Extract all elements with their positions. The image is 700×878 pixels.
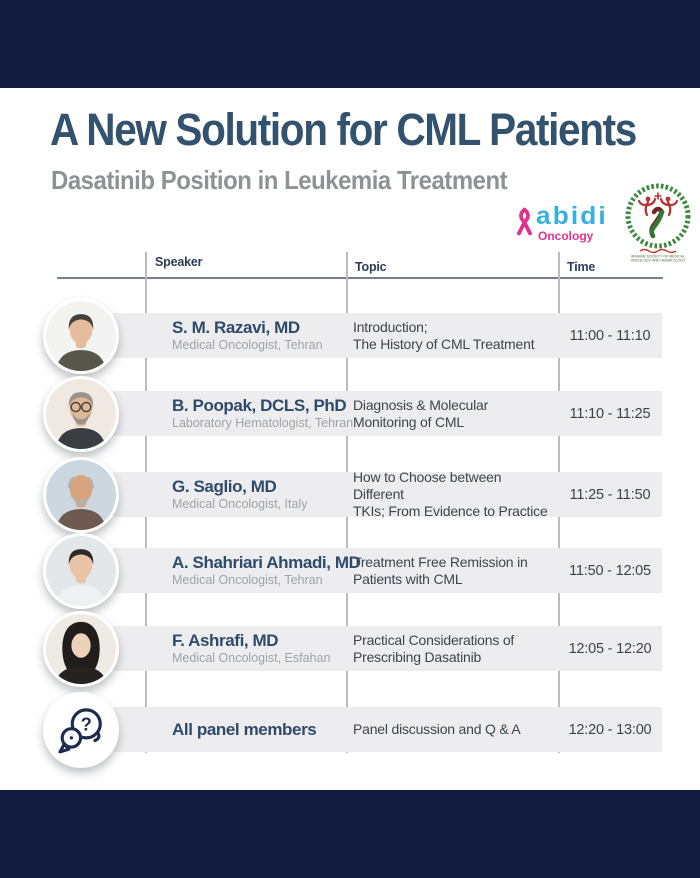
time-text: 12:05 - 12:20	[568, 640, 652, 657]
speaker-name: F. Ashrafi, MD	[172, 631, 279, 650]
schedule-row: A. Shahriari Ahmadi, MD Medical Oncologi…	[0, 533, 700, 609]
green-laurel-wreath-icon	[625, 183, 691, 249]
topic-text: Treatment Free Remission in Patients wit…	[353, 553, 528, 587]
row-background-band	[113, 313, 662, 358]
schedule-row: F. Ashrafi, MD Medical Oncologist, Esfah…	[0, 611, 700, 687]
speaker-role: Medical Oncologist, Tehran	[172, 338, 323, 352]
abidi-oncology-logo: abidi Oncology	[514, 202, 624, 246]
row-background-band	[113, 472, 662, 517]
column-header-speaker: Speaker	[155, 255, 203, 269]
qa-speech-bubbles-icon: ?	[43, 692, 119, 768]
topic-text: Practical Considerations of Prescribing …	[353, 631, 515, 665]
society-logo: IRANIAN SOCIETY OF MEDICAL ONCOLOGY AND …	[617, 182, 699, 264]
topic-text: How to Choose between Different TKIs; Fr…	[353, 469, 548, 519]
speaker-cell: S. M. Razavi, MD Medical Oncologist, Teh…	[172, 313, 344, 358]
page-title: A New Solution for CML Patients	[50, 104, 637, 155]
society-name-line2: ONCOLOGY AND HEMATOLOGY	[630, 259, 686, 263]
speaker-photo	[43, 533, 119, 609]
abidi-wordmark: abidi	[536, 202, 608, 230]
topic-text: Panel discussion and Q & A	[353, 721, 521, 737]
speaker-photo	[43, 611, 119, 687]
red-dancing-figures-icon	[637, 192, 679, 217]
schedule-row: ? All panel members Panel discussion and…	[0, 692, 700, 768]
speaker-name: G. Saglio, MD	[172, 477, 277, 496]
speaker-role: Medical Oncologist, Esfahan	[172, 651, 331, 665]
speaker-role: Medical Oncologist, Tehran	[172, 573, 323, 587]
row-background-band	[113, 391, 662, 436]
bottom-navy-bar	[0, 790, 700, 878]
row-background-band	[113, 626, 662, 671]
speaker-cell: F. Ashrafi, MD Medical Oncologist, Esfah…	[172, 626, 344, 671]
speaker-name: S. M. Razavi, MD	[172, 318, 300, 337]
green-red-awareness-ribbon-icon	[649, 206, 665, 239]
time-text: 11:25 - 11:50	[569, 486, 651, 503]
pink-awareness-ribbon-icon	[516, 207, 533, 241]
persian-script-line	[639, 248, 677, 254]
topic-text: Diagnosis & Molecular Monitoring of CML	[353, 396, 489, 430]
speaker-role: Medical Oncologist, Italy	[172, 497, 308, 511]
schedule-row: G. Saglio, MD Medical Oncologist, Italy …	[0, 457, 700, 533]
speaker-name: A. Shahriari Ahmadi, MD	[172, 553, 361, 572]
svg-text:?: ?	[81, 713, 92, 734]
speaker-name: All panel members	[172, 720, 317, 739]
speaker-cell: G. Saglio, MD Medical Oncologist, Italy	[172, 472, 344, 517]
time-text: 12:20 - 13:00	[568, 721, 652, 738]
abidi-oncology-label: Oncology	[538, 229, 594, 243]
speaker-cell: All panel members	[172, 707, 344, 752]
topic-text: Introduction; The History of CML Treatme…	[353, 318, 535, 352]
speaker-cell: A. Shahriari Ahmadi, MD Medical Oncologi…	[172, 548, 361, 593]
time-text: 11:50 - 12:05	[569, 562, 651, 579]
header-underline	[57, 277, 663, 279]
row-background-band	[113, 707, 662, 752]
time-text: 11:10 - 11:25	[569, 405, 651, 422]
column-header-time: Time	[567, 260, 596, 274]
column-header-topic: Topic	[355, 260, 387, 274]
speaker-role: Laboratory Hematologist, Tehran	[172, 416, 354, 430]
speaker-photo	[43, 298, 119, 374]
speaker-cell: B. Poopak, DCLS, PhD Laboratory Hematolo…	[172, 391, 354, 436]
time-text: 11:00 - 11:10	[569, 327, 651, 344]
top-navy-bar	[0, 0, 700, 88]
schedule-row: B. Poopak, DCLS, PhD Laboratory Hematolo…	[0, 376, 700, 452]
speaker-photo	[43, 376, 119, 452]
speaker-name: B. Poopak, DCLS, PhD	[172, 396, 347, 415]
speaker-photo	[43, 457, 119, 533]
row-background-band	[113, 548, 662, 593]
page-subtitle: Dasatinib Position in Leukemia Treatment	[51, 165, 508, 195]
society-name-line1: IRANIAN SOCIETY OF MEDICAL	[631, 255, 685, 259]
schedule-row: S. M. Razavi, MD Medical Oncologist, Teh…	[0, 298, 700, 374]
